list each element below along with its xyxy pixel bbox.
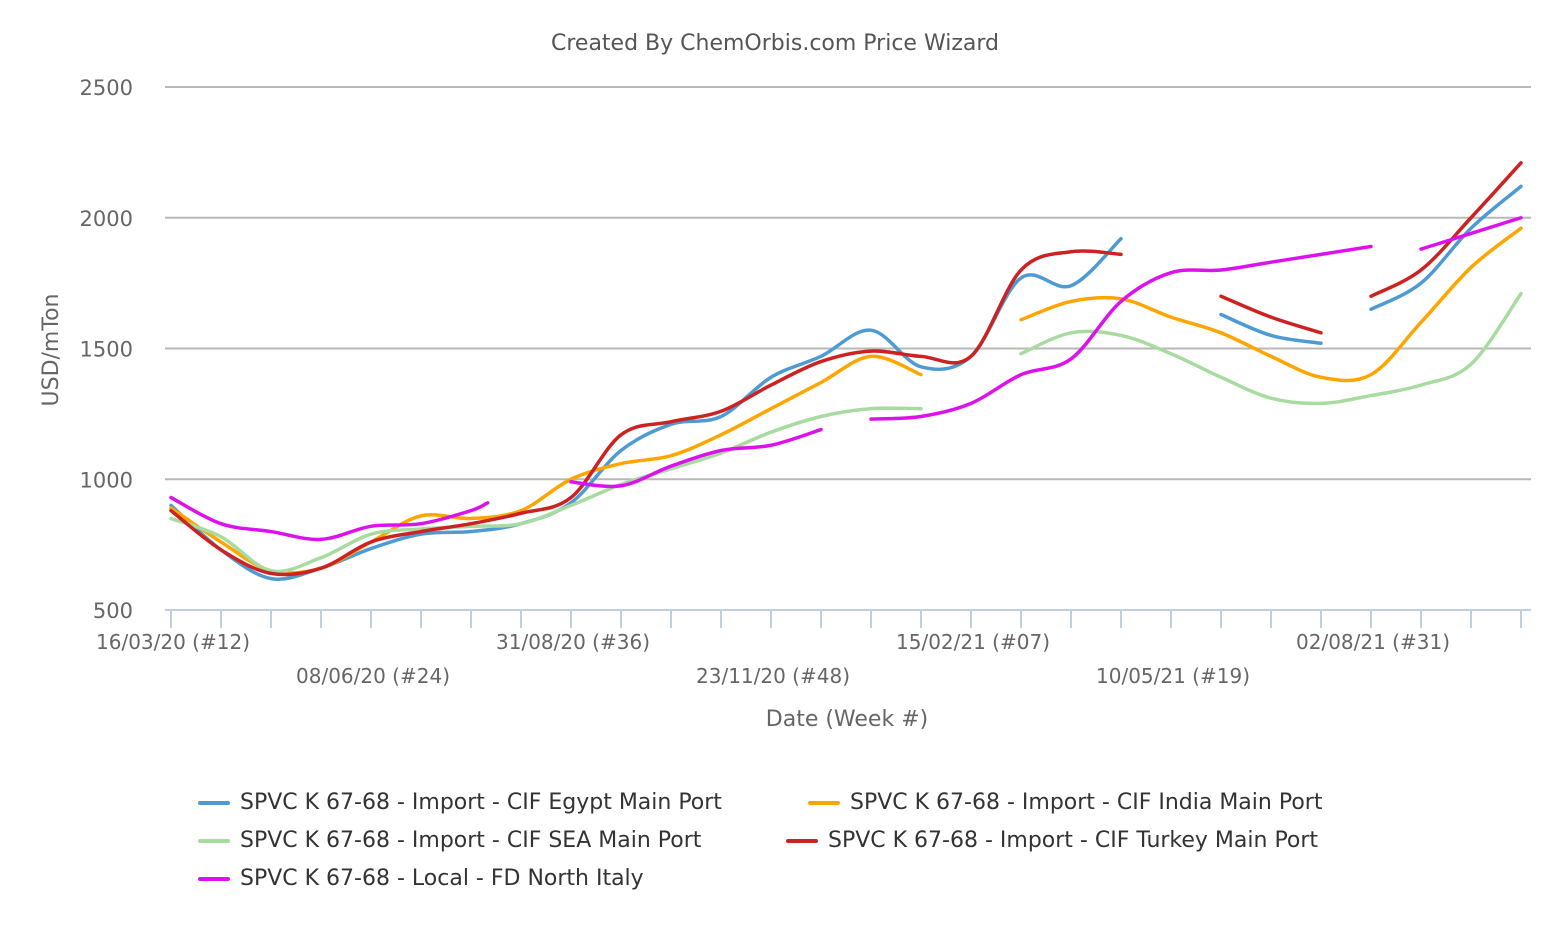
legend-swatch	[786, 838, 818, 843]
series-line	[1219, 312, 1323, 346]
series-5	[169, 216, 1523, 542]
legend-label: SPVC K 67-68 - Import - CIF Turkey Main …	[828, 828, 1319, 853]
series-1	[169, 184, 1523, 582]
legend-item[interactable]: SPVC K 67-68 - Import - CIF SEA Main Por…	[198, 828, 701, 853]
x-tick-label: 23/11/20 (#48)	[696, 664, 850, 688]
x-tick-label: 02/08/21 (#31)	[1296, 630, 1450, 654]
series-line	[169, 406, 923, 574]
series-4	[169, 161, 1523, 577]
legend-item[interactable]: SPVC K 67-68 - Local - FD North Italy	[198, 866, 644, 891]
series-line	[1369, 184, 1523, 312]
y-tick-label: 2000	[80, 207, 133, 231]
y-axis-title: USD/mTon	[39, 294, 64, 407]
series-line	[169, 495, 490, 542]
series-line	[569, 427, 823, 489]
x-tick-label: 15/02/21 (#07)	[896, 630, 1050, 654]
series-line	[1019, 226, 1523, 383]
series-3	[169, 291, 1523, 574]
legend-label: SPVC K 67-68 - Import - CIF India Main P…	[850, 790, 1323, 815]
x-tick-label: 16/03/20 (#12)	[96, 630, 250, 654]
x-axis-title: Date (Week #)	[766, 707, 928, 732]
series-line	[1219, 294, 1323, 335]
series-line	[169, 354, 923, 575]
y-tick-label: 1000	[80, 468, 133, 492]
x-tick-label: 31/08/20 (#36)	[496, 630, 650, 654]
chart-title: Created By ChemOrbis.com Price Wizard	[551, 31, 999, 56]
series-line	[1019, 291, 1523, 406]
x-tick-label: 08/06/20 (#24)	[296, 664, 450, 688]
legend-swatch	[198, 800, 230, 805]
series-2	[169, 226, 1523, 575]
series-line	[1419, 216, 1523, 251]
legend-swatch	[198, 838, 230, 843]
legend-label: SPVC K 67-68 - Local - FD North Italy	[240, 866, 644, 891]
x-tick-label: 10/05/21 (#19)	[1096, 664, 1250, 688]
legend-item[interactable]: SPVC K 67-68 - Import - CIF Turkey Main …	[786, 828, 1318, 853]
series-line	[1369, 161, 1523, 298]
legend-label: SPVC K 67-68 - Import - CIF SEA Main Por…	[240, 828, 702, 853]
y-tick-label: 1500	[80, 338, 133, 362]
line-chart: Created By ChemOrbis.com Price Wizard 50…	[39, 31, 1531, 732]
series-line	[169, 236, 1123, 582]
series-line	[169, 249, 1123, 577]
legend-item[interactable]: SPVC K 67-68 - Import - CIF India Main P…	[808, 790, 1322, 815]
legend-item[interactable]: SPVC K 67-68 - Import - CIF Egypt Main P…	[198, 790, 722, 815]
legend-swatch	[808, 800, 840, 805]
series-line	[869, 244, 1373, 421]
y-tick-label: 500	[93, 599, 133, 623]
y-tick-label: 2500	[80, 76, 133, 100]
legend-swatch	[198, 876, 230, 881]
legend-label: SPVC K 67-68 - Import - CIF Egypt Main P…	[240, 790, 722, 815]
